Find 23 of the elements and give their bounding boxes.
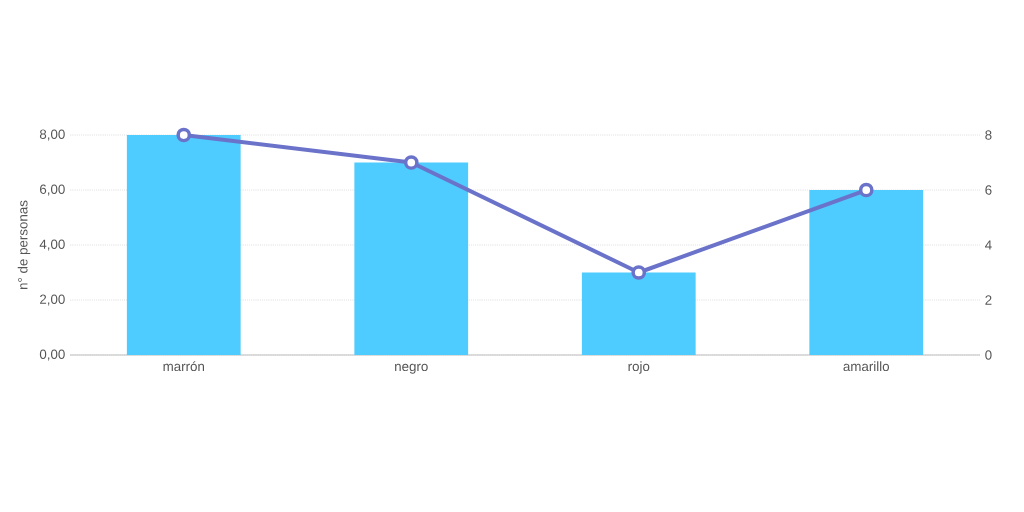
bar (581, 272, 696, 355)
point (176, 127, 192, 143)
x-tick-label: rojo (628, 361, 650, 374)
y2-tick-label: 4 (985, 240, 992, 250)
y2-tick-label: 8 (985, 130, 992, 140)
y2-tick-label: 6 (985, 185, 992, 195)
y-tick-label: 8,00 (39, 129, 65, 141)
x-tick-label: negro (395, 363, 428, 374)
y-tick-label: 2,00 (40, 294, 65, 306)
bar (126, 135, 241, 355)
x-tick-label: marrón (163, 361, 204, 372)
y2-tick-label: 0 (985, 350, 992, 360)
y-tick-label: 6,00 (40, 184, 65, 196)
point (403, 155, 419, 170)
x-tick-label: amarillo (843, 361, 890, 372)
y-axis-title: n° de personas (17, 200, 31, 290)
point (631, 265, 647, 280)
bar (354, 162, 469, 355)
y-tick-label: 4,00 (39, 239, 65, 251)
y-tick-label: 0,00 (39, 349, 65, 361)
point (858, 182, 874, 198)
y2-tick-label: 2 (985, 295, 992, 305)
bar (809, 190, 924, 355)
